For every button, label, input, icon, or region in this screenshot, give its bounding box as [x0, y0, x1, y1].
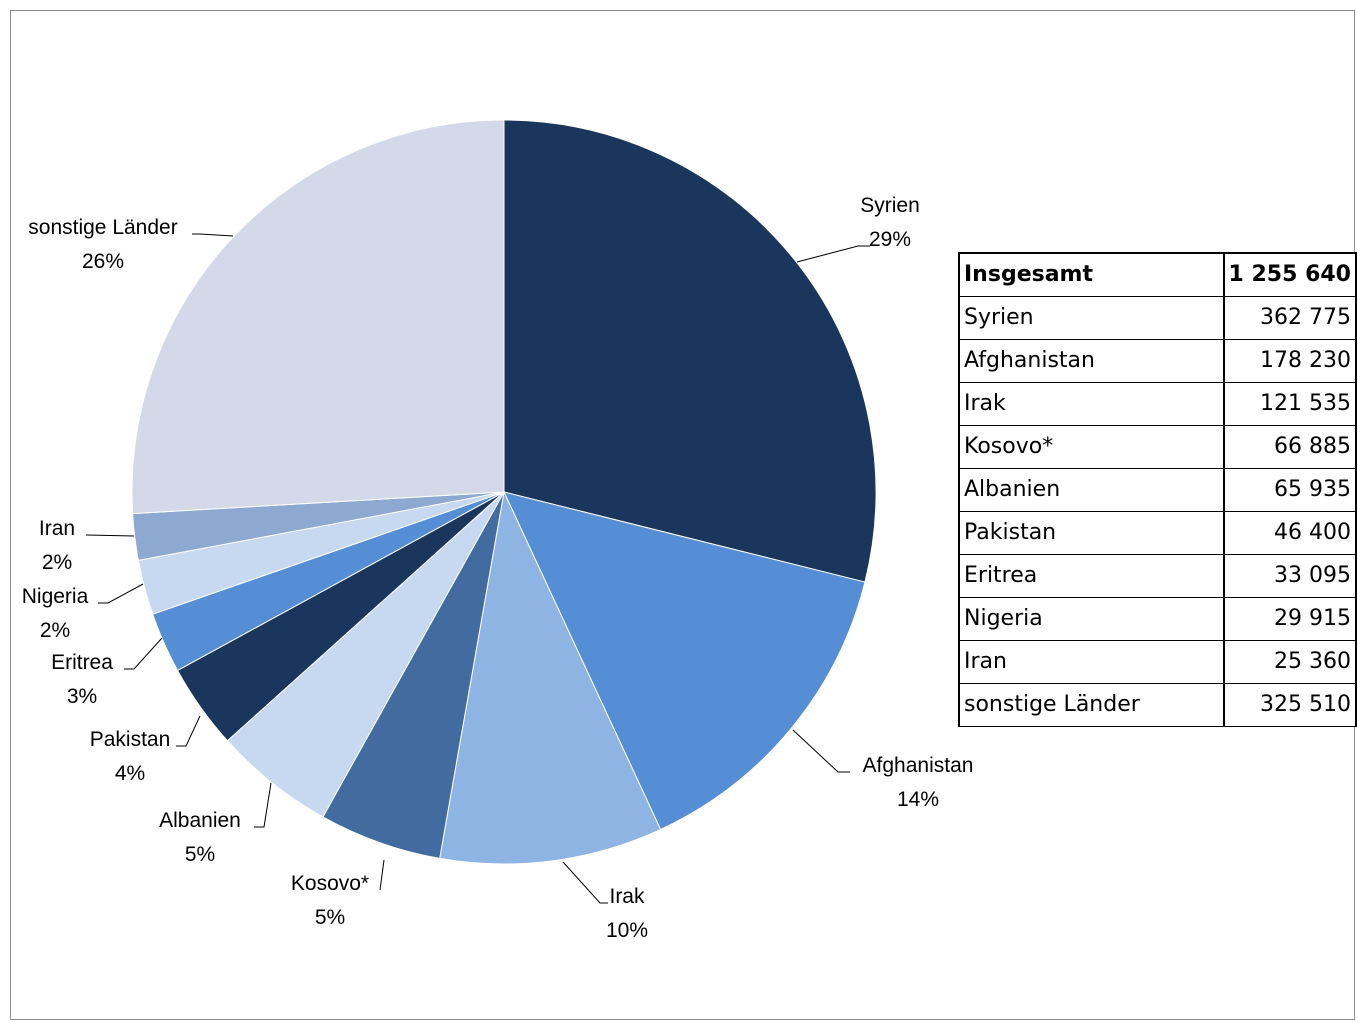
pie-slice-irak — [439, 490, 662, 865]
slice-name-label: Albanien — [159, 809, 241, 832]
leader-line — [796, 245, 870, 263]
total-label: Insgesamt — [958, 252, 1225, 297]
leader-line — [124, 637, 163, 670]
table-row: sonstige Länder 325 510 — [958, 682, 1357, 727]
slice-percent-label: 29% — [869, 228, 911, 251]
table-row-total: Insgesamt 1 255 640 — [958, 252, 1357, 297]
slice-name-label: Kosovo* — [291, 872, 369, 895]
slice-percent-label: 2% — [42, 551, 72, 574]
row-value: 25 360 — [1222, 639, 1357, 684]
row-name: Albanien — [958, 467, 1225, 512]
slice-name-label: Afghanistan — [863, 754, 974, 777]
row-value: 66 885 — [1222, 424, 1357, 469]
table-row: Syrien 362 775 — [958, 295, 1357, 340]
leader-line — [192, 233, 234, 237]
slice-labels: Syrien 29% Afghanistan 14% Irak 10% Kosovo* 5% A… — [22, 194, 974, 942]
slice-percent-label: 3% — [67, 685, 97, 708]
slice-percent-label: 4% — [115, 762, 145, 785]
slice-name-label: Iran — [39, 517, 75, 540]
slice-name-label: Syrien — [860, 194, 920, 217]
row-value: 65 935 — [1222, 467, 1357, 512]
pie-slice-afghanistan — [503, 491, 866, 831]
slice-percent-label: 14% — [897, 788, 939, 811]
row-name: Syrien — [958, 295, 1225, 340]
slice-name-label: Irak — [609, 885, 645, 908]
row-name: Pakistan — [958, 510, 1225, 555]
slice-name-label: sonstige Länder — [28, 216, 177, 239]
leader-line — [176, 715, 201, 747]
row-value: 325 510 — [1222, 682, 1357, 727]
slice-percent-label: 26% — [82, 250, 124, 273]
pie-slice-sonstige-länder — [131, 119, 505, 515]
row-name: Eritrea — [958, 553, 1225, 598]
slice-name-label: Eritrea — [51, 651, 113, 674]
total-value: 1 255 640 — [1222, 252, 1357, 297]
table-row: Afghanistan 178 230 — [958, 338, 1357, 383]
row-name: sonstige Länder — [958, 682, 1225, 727]
row-name: Irak — [958, 381, 1225, 426]
table-row: Pakistan 46 400 — [958, 510, 1357, 555]
data-table: Insgesamt 1 255 640 Syrien 362 775 Afghan… — [958, 252, 1357, 727]
table-row: Nigeria 29 915 — [958, 596, 1357, 641]
leader-lines — [85, 233, 870, 904]
leader-line — [562, 861, 608, 904]
table-row: Kosovo* 66 885 — [958, 424, 1357, 469]
row-value: 121 535 — [1222, 381, 1357, 426]
slice-percent-label: 5% — [185, 843, 215, 866]
row-name: Afghanistan — [958, 338, 1225, 383]
row-value: 178 230 — [1222, 338, 1357, 383]
pie-slice-syrien — [503, 119, 877, 583]
row-name: Nigeria — [958, 596, 1225, 641]
table-row: Eritrea 33 095 — [958, 553, 1357, 598]
leader-line — [85, 534, 135, 537]
row-name: Iran — [958, 639, 1225, 684]
table-row: Irak 121 535 — [958, 381, 1357, 426]
row-value: 33 095 — [1222, 553, 1357, 598]
table-row: Iran 25 360 — [958, 639, 1357, 684]
leader-line — [254, 782, 272, 828]
row-value: 29 915 — [1222, 596, 1357, 641]
slice-percent-label: 5% — [315, 906, 345, 929]
slice-percent-label: 10% — [606, 919, 648, 942]
row-value: 46 400 — [1222, 510, 1357, 555]
slice-name-label: Pakistan — [90, 728, 171, 751]
slice-name-label: Nigeria — [22, 585, 89, 608]
leader-line — [792, 729, 850, 773]
slice-percent-label: 2% — [40, 619, 70, 642]
row-value: 362 775 — [1222, 295, 1357, 340]
leader-line — [98, 583, 144, 604]
row-name: Kosovo* — [958, 424, 1225, 469]
table-row: Albanien 65 935 — [958, 467, 1357, 512]
pie-slices — [131, 119, 877, 865]
leader-line — [379, 859, 385, 891]
